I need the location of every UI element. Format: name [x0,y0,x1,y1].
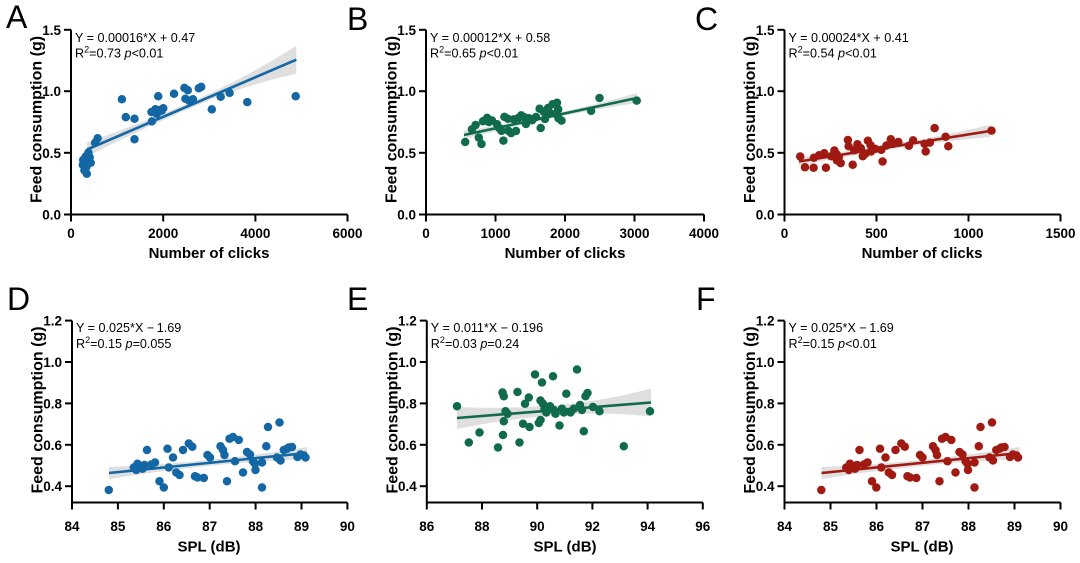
svg-text:87: 87 [202,519,217,534]
svg-text:SPL (dB): SPL (dB) [890,539,953,556]
svg-text:88: 88 [474,519,490,534]
svg-text:Y = 0.011*X − 0.196: Y = 0.011*X − 0.196 [431,321,543,335]
svg-text:F: F [696,281,716,317]
svg-text:R2=0.03 p=0.24: R2=0.03 p=0.24 [431,335,519,351]
svg-text:1.0: 1.0 [756,355,775,370]
svg-text:1.0: 1.0 [43,355,62,370]
svg-text:4000: 4000 [240,226,270,241]
svg-text:R2=0.15 p<0.01: R2=0.15 p<0.01 [789,335,877,351]
svg-text:B: B [347,1,368,37]
svg-text:84: 84 [777,519,793,534]
svg-text:0.5: 0.5 [42,146,61,161]
svg-text:1.0: 1.0 [397,84,416,99]
svg-text:500: 500 [865,226,888,241]
svg-text:R2=0.73 p<0.01: R2=0.73 p<0.01 [75,45,163,61]
svg-text:0: 0 [422,226,430,241]
svg-text:SPL (dB): SPL (dB) [533,539,596,556]
svg-text:0: 0 [67,226,75,241]
svg-text:88: 88 [961,519,977,534]
svg-text:89: 89 [294,519,309,534]
svg-text:90: 90 [530,519,545,534]
svg-text:0.5: 0.5 [756,146,775,161]
svg-text:1000: 1000 [480,226,510,241]
svg-text:1.0: 1.0 [398,355,417,370]
svg-text:1.2: 1.2 [398,314,417,329]
svg-text:0: 0 [781,226,789,241]
svg-text:1000: 1000 [953,226,983,241]
svg-text:92: 92 [585,519,600,534]
svg-text:0.0: 0.0 [397,208,416,223]
svg-text:Feed consumption (g): Feed consumption (g) [30,326,47,493]
svg-text:0.8: 0.8 [398,396,417,411]
svg-text:87: 87 [915,519,930,534]
svg-text:94: 94 [640,519,656,534]
svg-text:85: 85 [823,519,839,534]
svg-text:Y = 0.00012*X + 0.58: Y = 0.00012*X + 0.58 [430,31,550,45]
svg-text:0.4: 0.4 [398,479,417,494]
svg-text:1.0: 1.0 [756,84,775,99]
svg-text:1.0: 1.0 [42,84,61,99]
svg-text:0.4: 0.4 [43,479,62,494]
svg-text:1.2: 1.2 [43,314,62,329]
svg-text:Y = 0.025*X − 1.69: Y = 0.025*X − 1.69 [76,321,181,335]
svg-text:SPL (dB): SPL (dB) [177,539,240,556]
svg-text:90: 90 [340,519,355,534]
svg-text:0.6: 0.6 [43,438,62,453]
svg-text:86: 86 [156,519,172,534]
svg-text:D: D [7,281,30,317]
svg-text:2000: 2000 [148,226,178,241]
svg-text:1.2: 1.2 [756,314,775,329]
svg-text:R2=0.54 p<0.01: R2=0.54 p<0.01 [789,45,877,61]
svg-text:Feed consumption (g): Feed consumption (g) [384,36,401,203]
svg-text:Feed consumption (g): Feed consumption (g) [29,36,46,203]
svg-text:6000: 6000 [332,226,362,241]
svg-text:0.0: 0.0 [756,208,775,223]
svg-text:Feed consumption (g): Feed consumption (g) [384,326,401,493]
svg-text:0.6: 0.6 [398,438,417,453]
svg-text:3000: 3000 [619,226,649,241]
svg-text:R2=0.65 p<0.01: R2=0.65 p<0.01 [430,45,518,61]
svg-text:Number of clicks: Number of clicks [505,245,626,262]
svg-text:C: C [695,1,718,37]
svg-text:4000: 4000 [689,226,719,241]
svg-text:Y = 0.00024*X + 0.41: Y = 0.00024*X + 0.41 [789,31,909,45]
svg-text:86: 86 [419,519,435,534]
svg-text:1500: 1500 [1045,226,1075,241]
svg-text:1.5: 1.5 [42,23,61,38]
svg-text:Feed consumption (g): Feed consumption (g) [742,36,759,203]
svg-text:85: 85 [110,519,126,534]
svg-text:89: 89 [1007,519,1022,534]
svg-text:0.8: 0.8 [43,396,62,411]
svg-text:R2=0.15 p=0.055: R2=0.15 p=0.055 [76,335,171,351]
svg-text:Number of clicks: Number of clicks [862,245,983,262]
svg-text:0.0: 0.0 [42,208,61,223]
svg-text:Feed consumption (g): Feed consumption (g) [742,326,759,493]
svg-text:84: 84 [64,519,80,534]
svg-text:88: 88 [248,519,264,534]
svg-text:0.5: 0.5 [397,146,416,161]
svg-text:A: A [6,0,28,35]
svg-text:1.5: 1.5 [756,23,775,38]
svg-text:96: 96 [695,519,711,534]
svg-text:2000: 2000 [550,226,580,241]
svg-text:Number of clicks: Number of clicks [149,245,270,262]
svg-text:Y = 0.025*X − 1.69: Y = 0.025*X − 1.69 [789,321,894,335]
svg-text:86: 86 [869,519,885,534]
svg-text:0.8: 0.8 [756,396,775,411]
svg-text:Y = 0.00016*X + 0.47: Y = 0.00016*X + 0.47 [75,31,195,45]
svg-text:E: E [347,281,368,317]
svg-text:90: 90 [1053,519,1068,534]
svg-text:1.5: 1.5 [397,23,416,38]
svg-text:0.4: 0.4 [756,479,775,494]
svg-text:0.6: 0.6 [756,438,775,453]
